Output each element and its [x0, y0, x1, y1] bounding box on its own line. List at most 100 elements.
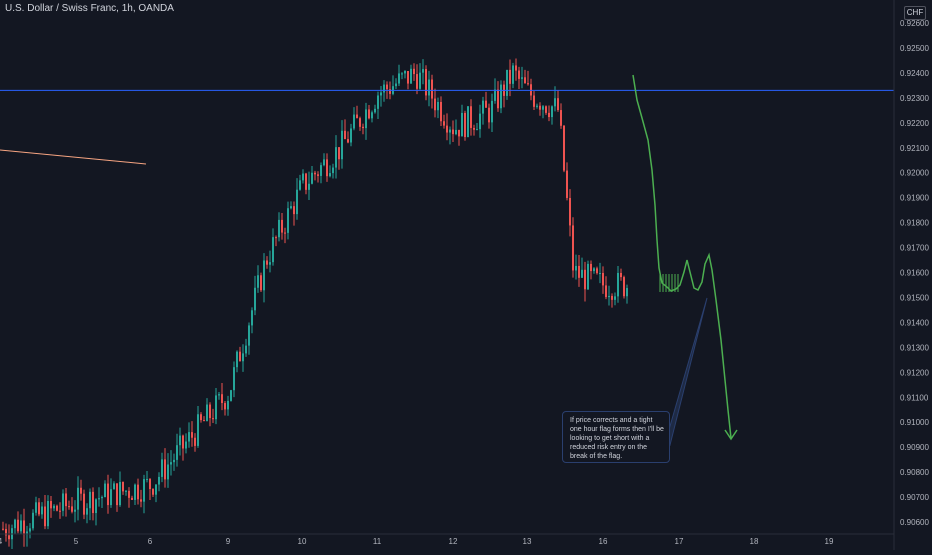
candle-body [101, 497, 103, 499]
candle-body [209, 404, 211, 419]
candle-body [515, 65, 517, 71]
candle-body [575, 265, 577, 271]
candle-body [317, 174, 319, 176]
candle-body [479, 113, 481, 130]
candle-body [242, 353, 244, 362]
currency-badge[interactable]: CHF [904, 6, 926, 20]
candle-body [164, 459, 166, 480]
candle-body [89, 491, 91, 509]
candle-body [122, 481, 124, 492]
candle-body [83, 493, 85, 515]
candle-body [587, 263, 589, 290]
price-tick-label: 0.92100 [900, 144, 929, 153]
candle-body [62, 493, 64, 511]
candle-body [572, 225, 574, 271]
candle-body [506, 69, 508, 96]
candle-body [416, 74, 418, 89]
candle-body [173, 459, 175, 463]
candle-body [464, 112, 466, 138]
candle-body [113, 483, 115, 490]
candle-body [50, 501, 52, 509]
annotation-text: If price corrects and a tight one hour f… [570, 417, 664, 460]
time-tick-label: 18 [750, 537, 759, 546]
time-tick-label: 19 [825, 537, 834, 546]
candle-body [257, 275, 259, 288]
candle-body [437, 101, 439, 111]
time-tick-label: 10 [298, 537, 307, 546]
candle-body [320, 165, 322, 176]
annotation-callout[interactable]: If price corrects and a tight one hour f… [562, 411, 670, 463]
candle-body [56, 505, 58, 511]
candle-body [239, 351, 241, 362]
candle-body [287, 208, 289, 233]
candle-body [260, 275, 262, 291]
candle-body [305, 173, 307, 190]
candle-body [53, 505, 55, 509]
price-tick-label: 0.90800 [900, 468, 929, 477]
candle-body [29, 528, 31, 532]
candle-body [65, 493, 67, 507]
candle-body [470, 106, 472, 128]
candle-body [248, 325, 250, 346]
candle-body [362, 126, 364, 129]
candle-body [584, 269, 586, 290]
candle-body [128, 490, 130, 498]
candle-body [221, 394, 223, 404]
candle-body [170, 462, 172, 465]
candle-body [275, 237, 277, 239]
candle-body [59, 510, 61, 512]
candle-body [266, 260, 268, 265]
candle-body [296, 189, 298, 215]
candle-body [203, 420, 205, 422]
candle-body [623, 277, 625, 297]
candle-body [98, 498, 100, 500]
candle-body [293, 206, 295, 215]
price-tick-label: 0.90600 [900, 518, 929, 527]
price-tick-label: 0.91100 [900, 393, 929, 402]
candle-body [569, 197, 571, 226]
candle-body [443, 121, 445, 126]
candle-body [155, 484, 157, 495]
candle-body [626, 288, 628, 297]
time-tick-label: 13 [523, 537, 532, 546]
candle-body [419, 72, 421, 89]
candle-body [509, 69, 511, 84]
time-tick-label: 6 [148, 537, 153, 546]
candle-body [110, 489, 112, 506]
candle-body [263, 260, 265, 291]
time-axis[interactable]: 4 5 6 9 10 11 12 13 16 17 18 19 [0, 537, 834, 546]
price-tick-label: 0.91200 [900, 368, 929, 377]
candle-body [380, 92, 382, 96]
candle-body [290, 206, 292, 209]
time-tick-label: 5 [74, 537, 79, 546]
candle-body [38, 502, 40, 515]
candle-body [383, 84, 385, 93]
candle-body [350, 128, 352, 143]
price-tick-label: 0.91600 [900, 269, 929, 278]
candle-body [386, 84, 388, 90]
candle-body [137, 484, 139, 500]
candle-body [341, 130, 343, 160]
candle-body [167, 464, 169, 480]
candle-body [188, 432, 190, 442]
candle-body [542, 106, 544, 110]
candle-body [197, 414, 199, 446]
candle-body [518, 70, 520, 79]
candle-body [410, 68, 412, 84]
price-tick-label: 0.92600 [900, 19, 929, 28]
candle-body [26, 531, 28, 535]
candle-body [344, 130, 346, 140]
candle-body [485, 100, 487, 108]
candle-body [455, 129, 457, 135]
candle-body [440, 101, 442, 122]
candle-body [245, 345, 247, 354]
candle-body [17, 519, 19, 532]
candle-body [278, 219, 280, 238]
candle-body [461, 112, 463, 137]
candle-body [323, 159, 325, 166]
candle-body [236, 351, 238, 368]
candle-body [527, 83, 529, 85]
